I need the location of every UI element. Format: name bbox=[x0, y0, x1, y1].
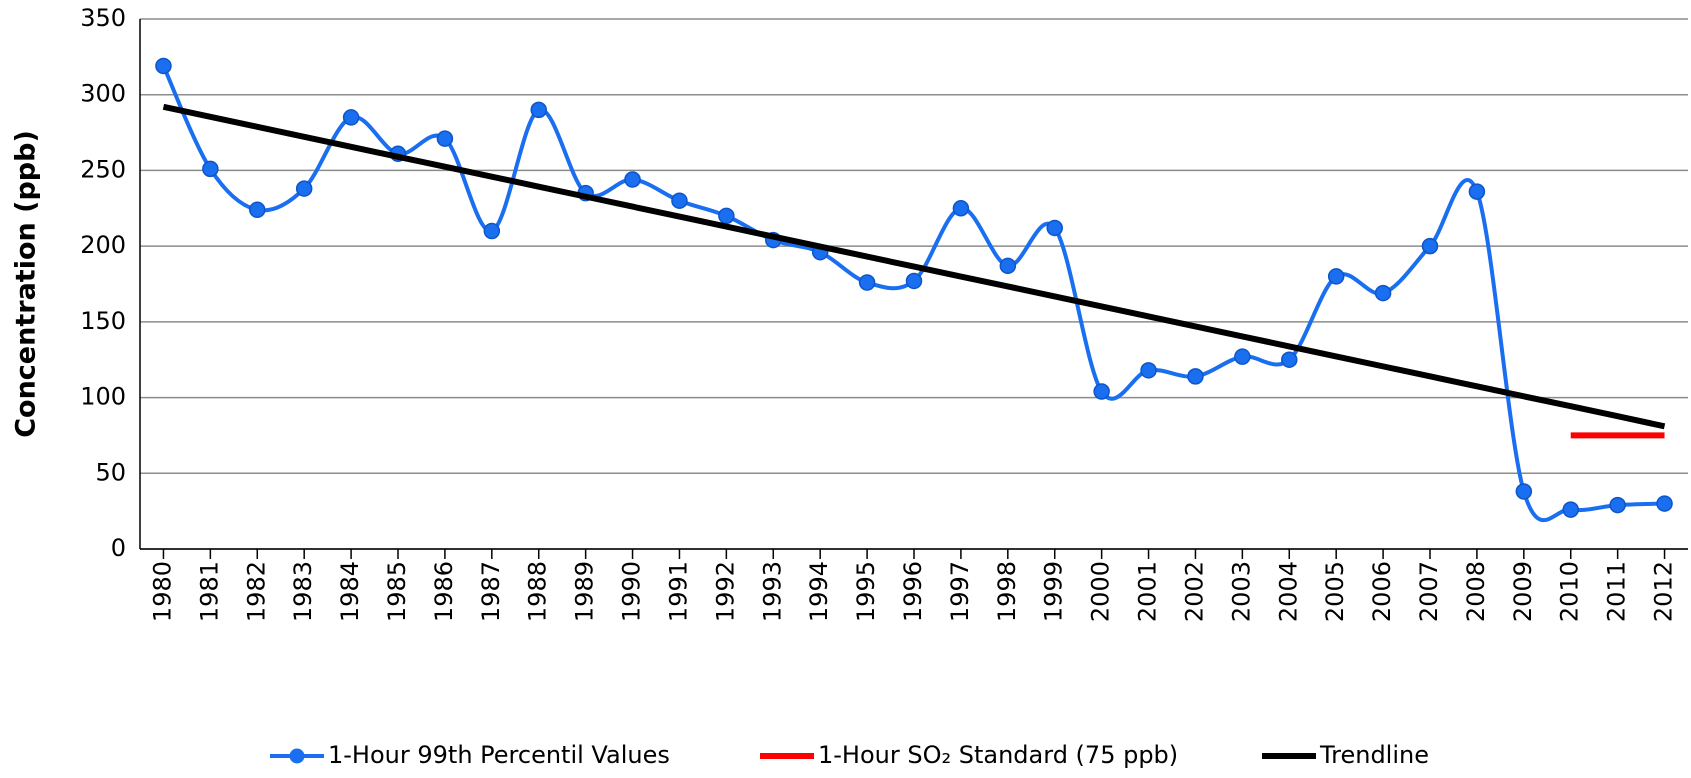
x-tick-label: 2001 bbox=[1134, 561, 1162, 622]
legend-label: 1-Hour 99th Percentil Values bbox=[328, 741, 670, 769]
legend-label: 1-Hour SO₂ Standard (75 ppb) bbox=[818, 741, 1178, 769]
data-point bbox=[1656, 495, 1673, 512]
data-point bbox=[624, 171, 641, 188]
x-tick-label: 2003 bbox=[1227, 561, 1255, 622]
data-point bbox=[1327, 268, 1345, 285]
x-tick-label: 2009 bbox=[1509, 561, 1537, 622]
x-tick-label: 2008 bbox=[1462, 561, 1490, 622]
x-tick-label: 2006 bbox=[1368, 561, 1396, 622]
data-point bbox=[1515, 483, 1533, 500]
data-point bbox=[1046, 219, 1063, 237]
y-tick-label: 150 bbox=[80, 307, 126, 335]
data-point bbox=[1609, 496, 1626, 514]
x-tick-label: 1995 bbox=[852, 561, 880, 622]
x-tick-label: 1980 bbox=[148, 561, 176, 622]
x-tick-label: 2010 bbox=[1556, 561, 1584, 622]
x-tick-label: 1986 bbox=[430, 561, 458, 622]
data-point bbox=[1187, 368, 1204, 385]
data-point bbox=[483, 222, 501, 240]
data-point bbox=[671, 192, 688, 209]
data-point bbox=[295, 180, 313, 197]
x-tick-label: 1989 bbox=[571, 561, 599, 622]
series-line bbox=[162, 103, 1666, 430]
y-tick-label: 300 bbox=[80, 80, 126, 108]
y-tick-label: 200 bbox=[80, 231, 126, 259]
x-tick-label: 1991 bbox=[664, 561, 692, 622]
x-tick-label: 1996 bbox=[899, 561, 927, 622]
x-tick-label: 2011 bbox=[1603, 561, 1631, 622]
x-tick-label: 2004 bbox=[1274, 561, 1302, 622]
data-point bbox=[905, 272, 923, 290]
legend-label: Trendline bbox=[1319, 741, 1429, 769]
x-tick-label: 1997 bbox=[946, 561, 974, 622]
x-tick-label: 1992 bbox=[711, 561, 739, 622]
y-tick-label: 0 bbox=[111, 534, 126, 562]
x-tick-label: 2002 bbox=[1180, 561, 1208, 622]
data-point bbox=[1281, 351, 1298, 368]
x-tick-label: 1993 bbox=[758, 561, 786, 622]
x-tick-label: 1984 bbox=[336, 561, 364, 622]
y-tick-label: 350 bbox=[80, 4, 126, 32]
data-point bbox=[202, 160, 219, 178]
data-point bbox=[436, 130, 454, 147]
y-tick-label: 50 bbox=[95, 458, 126, 486]
legend-marker bbox=[289, 748, 305, 764]
x-tick-label: 1983 bbox=[289, 561, 317, 622]
x-tick-label: 1990 bbox=[618, 561, 646, 622]
x-tick-label: 2007 bbox=[1415, 561, 1443, 622]
data-point bbox=[1468, 183, 1486, 200]
data-point bbox=[999, 257, 1017, 275]
data-point bbox=[342, 109, 360, 126]
x-tick-label: 1987 bbox=[477, 561, 505, 622]
data-point bbox=[858, 274, 876, 291]
x-tick-label: 1999 bbox=[1040, 561, 1068, 622]
x-tick-label: 1998 bbox=[993, 561, 1021, 622]
x-tick-label: 1981 bbox=[195, 561, 223, 622]
x-tick-label: 1985 bbox=[383, 561, 411, 622]
data-point bbox=[1140, 362, 1157, 379]
x-tick-label: 2005 bbox=[1321, 561, 1349, 622]
x-tick-label: 1982 bbox=[242, 561, 270, 622]
data-point bbox=[155, 57, 172, 75]
x-tick-label: 1994 bbox=[805, 561, 833, 622]
data-point bbox=[718, 207, 735, 225]
data-point bbox=[530, 101, 547, 119]
data-point bbox=[1421, 237, 1439, 255]
y-tick-label: 100 bbox=[80, 383, 126, 411]
data-point bbox=[1234, 348, 1251, 365]
data-point bbox=[249, 201, 266, 219]
data-point bbox=[1562, 501, 1579, 518]
y-axis-title: Concentration (ppb) bbox=[11, 130, 42, 438]
x-tick-label: 2012 bbox=[1650, 561, 1678, 622]
x-tick-label: 2000 bbox=[1087, 561, 1115, 622]
data-point bbox=[1374, 284, 1392, 302]
data-point bbox=[952, 200, 970, 217]
y-tick-label: 250 bbox=[80, 155, 126, 183]
data-point bbox=[1093, 383, 1110, 400]
series-line bbox=[161, 65, 1665, 523]
x-tick-label: 1988 bbox=[524, 561, 552, 622]
